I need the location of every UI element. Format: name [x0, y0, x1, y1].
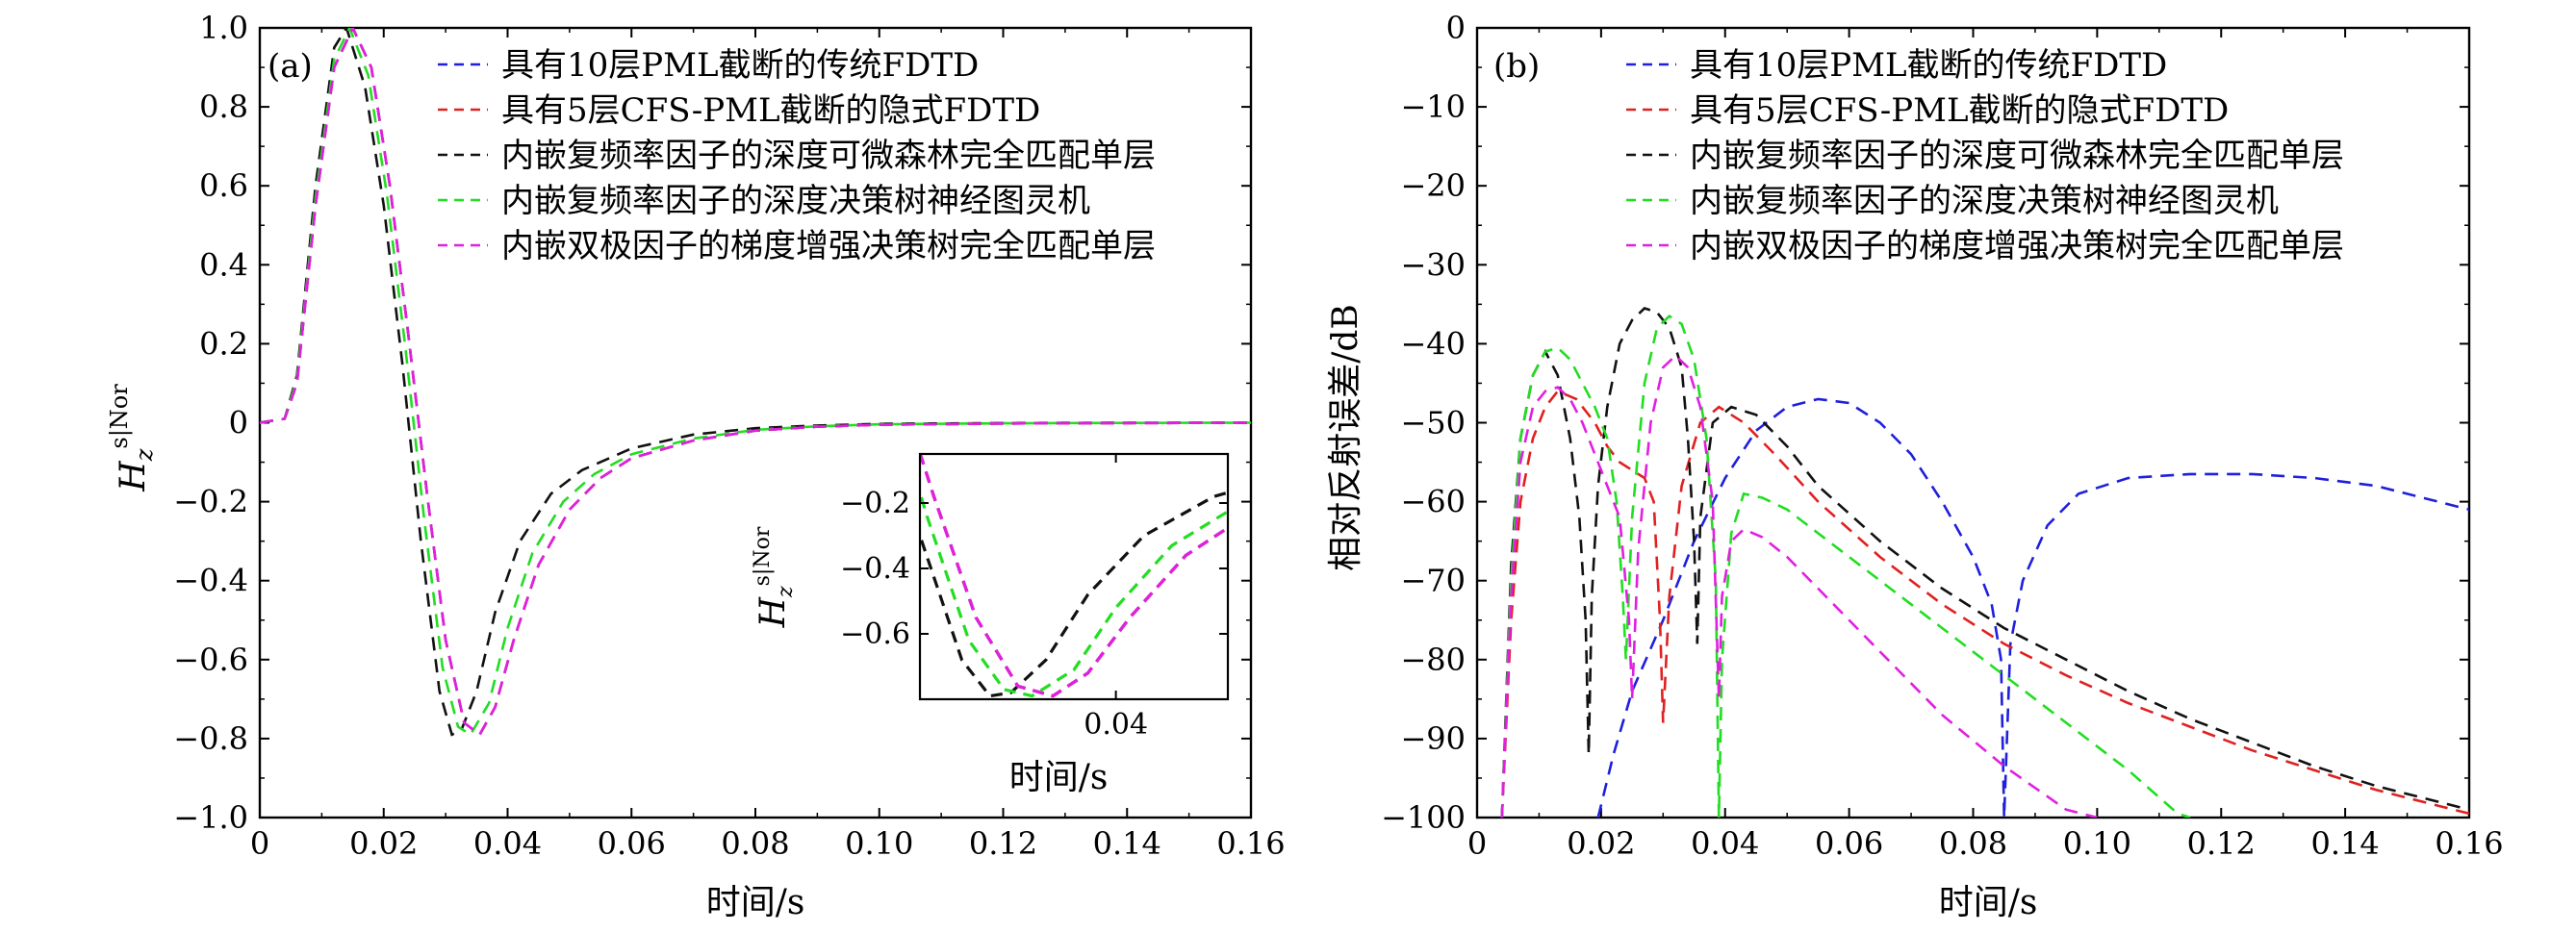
y-tick-label: 0	[1446, 10, 1466, 46]
panel-b-y-axis-title: 相对反射误差/dB	[1326, 304, 1365, 571]
panel-a-chart: 0 0.02 0.04 0.06 0.08 0.10 0.12 0.14 0.16 −1.0 −0.…	[106, 10, 1286, 922]
x-tick-label: 0.06	[1815, 825, 1883, 862]
panel-a-y-axis-title-sub: z	[131, 448, 158, 462]
y-tick-label: −0.8	[173, 720, 248, 757]
series-line-5	[1500, 353, 2098, 818]
panel-b-axes: 0 0.02 0.04 0.06 0.08 0.10 0.12 0.14 0.16−100−90…	[1381, 10, 2504, 862]
y-tick-label: −0.2	[173, 484, 248, 520]
series-line-2	[1500, 390, 2469, 818]
y-tick-label: −0.4	[173, 563, 248, 599]
x-tick-label: 0.14	[1093, 825, 1161, 862]
x-tick-label: 0.12	[2187, 825, 2256, 862]
y-tick-label: −40	[1400, 325, 1466, 362]
legend-label-2: 具有5层CFS-PML截断的隐式FDTD	[501, 91, 1040, 130]
y-tick-label: −90	[1400, 720, 1466, 757]
inset-y-tick-label: −0.4	[840, 552, 910, 586]
legend-label-2: 具有5层CFS-PML截断的隐式FDTD	[1690, 91, 2229, 130]
series-line-5	[260, 28, 1251, 737]
y-tick-label: 0.2	[199, 325, 248, 362]
legend-label-1: 具有10层PML截断的传统FDTD	[501, 46, 979, 85]
panel-b-chart: 0 0.02 0.04 0.06 0.08 0.10 0.12 0.14 0.16−100−90…	[1326, 10, 2504, 922]
panel-a-legend: 具有10层PML截断的传统FDTD 具有5层CFS-PML截断的隐式FDTD 内嵌复…	[438, 46, 1156, 265]
x-tick-label: 0	[250, 825, 269, 862]
legend-label-5: 内嵌双极因子的梯度增强决策树完全匹配单层	[1690, 227, 2344, 265]
panel-b-legend: 具有10层PML截断的传统FDTD 具有5层CFS-PML截断的隐式FDTD 内嵌复…	[1626, 46, 2344, 265]
panel-a-series	[260, 28, 1251, 737]
panel-a-x-axis-title: 时间/s	[706, 883, 805, 922]
panel-b-series	[1500, 307, 2469, 818]
inset-series-line-5	[920, 454, 1228, 698]
legend-label-4: 内嵌复频率因子的深度决策树神经图灵机	[1690, 182, 2279, 220]
series-line-4	[260, 28, 1251, 737]
panel-a-inset: 0.04 −0.2 −0.4 −0.6 时间/s Hzs|Nor	[751, 452, 1230, 797]
y-tick-label: −1.0	[173, 799, 248, 836]
inset-axes: 0.04 −0.2 −0.4 −0.6	[840, 452, 1230, 742]
y-tick-label: −50	[1400, 405, 1466, 441]
inset-y-tick-label: −0.2	[840, 487, 910, 520]
inset-y-axis-title-sub: z	[774, 586, 798, 598]
x-tick-label: 0.10	[2063, 825, 2131, 862]
legend-label-4: 内嵌复频率因子的深度决策树神经图灵机	[501, 182, 1090, 220]
series-line-1	[1596, 397, 2469, 818]
x-tick-label: 0.08	[721, 825, 789, 862]
inset-x-tick-label: 0.04	[1084, 708, 1148, 742]
x-tick-label: 0.06	[598, 825, 666, 862]
inset-background	[920, 454, 1228, 699]
y-tick-label: 1.0	[199, 10, 248, 46]
series-line-3	[260, 28, 1251, 737]
x-tick-label: 0.08	[1939, 825, 2007, 862]
y-tick-label: −30	[1400, 246, 1466, 283]
legend-label-1: 具有10层PML截断的传统FDTD	[1690, 46, 2167, 85]
inset-series-line-3	[920, 491, 1228, 698]
y-tick-label: −70	[1400, 563, 1466, 599]
inset-y-axis-title-sup: s|Nor	[751, 526, 775, 586]
series-line-4	[1500, 315, 2191, 818]
x-tick-label: 0.02	[349, 825, 418, 862]
legend-label-3: 内嵌复频率因子的深度可微森林完全匹配单层	[1690, 137, 2344, 175]
panel-b-x-axis-title: 时间/s	[1939, 883, 2038, 922]
legend-label-3: 内嵌复频率因子的深度可微森林完全匹配单层	[501, 137, 1156, 175]
inset-series	[920, 454, 1228, 698]
panel-a-axes: 0 0.02 0.04 0.06 0.08 0.10 0.12 0.14 0.16 −1.0 −0.…	[173, 10, 1285, 862]
x-tick-label: 0	[1467, 825, 1487, 862]
y-tick-label: 0.6	[199, 167, 248, 204]
inset-y-axis-title: Hzs|Nor	[751, 526, 798, 628]
x-tick-label: 0.02	[1567, 825, 1635, 862]
x-tick-label: 0.04	[1691, 825, 1759, 862]
panel-a-y-axis-title: Hzs|Nor	[106, 384, 158, 492]
inset-x-axis-title: 时间/s	[1009, 758, 1109, 797]
inset-frame	[918, 452, 1230, 701]
y-tick-label: −0.6	[173, 642, 248, 678]
x-tick-label: 0.16	[2435, 825, 2503, 862]
y-tick-label: 0.8	[199, 88, 248, 125]
panel-a-y-axis-title-base: H	[114, 461, 153, 492]
inset-y-tick-label: −0.6	[840, 617, 910, 651]
panel-a-label: (a)	[268, 47, 313, 86]
x-tick-label: 0.14	[2311, 825, 2380, 862]
series-line-3	[1500, 307, 2469, 818]
y-tick-label: −100	[1381, 799, 1466, 836]
inset-y-axis-title-base: H	[753, 596, 793, 628]
panel-b-label: (b)	[1493, 47, 1540, 86]
panel-a-y-axis-title-sup: s|Nor	[106, 384, 134, 449]
y-tick-label: 0	[229, 405, 248, 441]
x-tick-label: 0.16	[1216, 825, 1285, 862]
x-tick-label: 0.04	[473, 825, 542, 862]
x-tick-label: 0.10	[845, 825, 913, 862]
y-tick-label: 0.4	[199, 246, 248, 283]
y-tick-label: −20	[1400, 167, 1466, 204]
y-tick-label: −80	[1400, 642, 1466, 678]
y-tick-label: −10	[1400, 88, 1466, 125]
y-tick-label: −60	[1400, 484, 1466, 520]
legend-label-5: 内嵌双极因子的梯度增强决策树完全匹配单层	[501, 227, 1156, 265]
x-tick-label: 0.12	[969, 825, 1037, 862]
